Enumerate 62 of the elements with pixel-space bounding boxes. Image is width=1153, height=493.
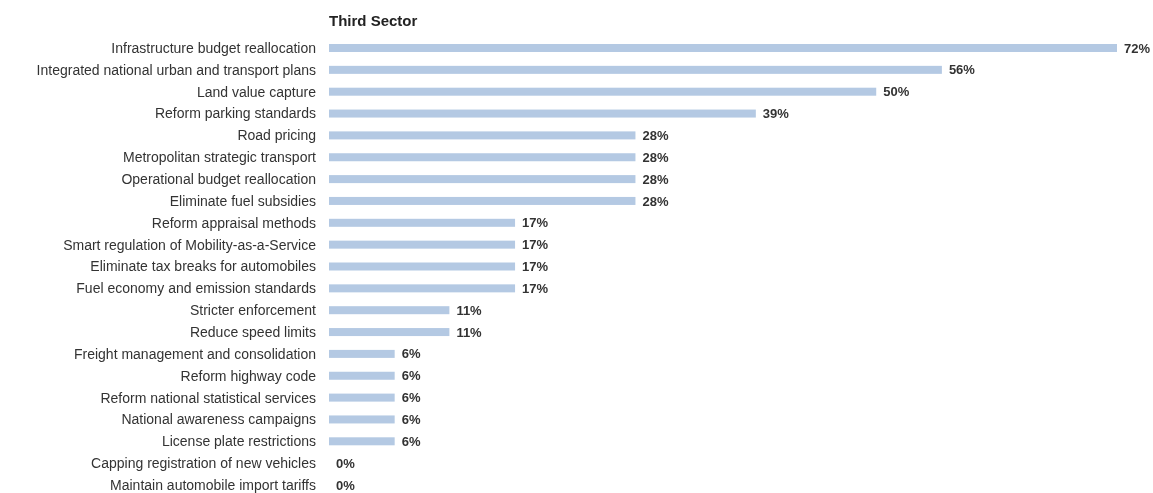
- data-label: 6%: [401, 346, 421, 362]
- data-label: 50%: [883, 84, 910, 100]
- bar: [329, 371, 395, 380]
- y-tick-label: National awareness campaigns: [121, 411, 316, 428]
- y-tick-label: Reform national statistical services: [100, 389, 316, 406]
- y-tick-label: Smart regulation of Mobility-as-a-Service: [63, 236, 317, 253]
- y-tick-label: Reform appraisal methods: [151, 214, 316, 231]
- bar: [329, 65, 942, 74]
- bar: [329, 196, 636, 205]
- bar: [329, 306, 450, 315]
- y-tick-label: Land value capture: [196, 83, 317, 100]
- y-tick-label: License plate restrictions: [161, 433, 316, 450]
- data-label: 6%: [401, 368, 421, 384]
- y-tick-label: Capping registration of new vehicles: [91, 455, 316, 472]
- data-label: 17%: [522, 237, 549, 253]
- bar: [329, 240, 516, 249]
- y-tick-label: Stricter enforcement: [189, 302, 317, 319]
- bar: [329, 218, 516, 227]
- bar: [329, 153, 636, 162]
- bar: [329, 415, 395, 424]
- data-label: 17%: [522, 259, 549, 275]
- bar: [329, 109, 756, 118]
- chart-title: Third Sector: [329, 12, 418, 29]
- bar: [329, 131, 636, 140]
- bar: [329, 87, 877, 96]
- y-tick-label: Integrated national urban and transport plans: [36, 61, 316, 78]
- y-tick-label: Eliminate fuel subsidies: [169, 192, 316, 209]
- data-label: 0%: [336, 477, 356, 493]
- y-tick-label: Eliminate tax breaks for automobiles: [90, 258, 316, 275]
- data-label: 17%: [522, 280, 549, 296]
- bar: [329, 262, 516, 271]
- data-label: 6%: [401, 433, 421, 449]
- data-label: 28%: [642, 193, 669, 209]
- bar: [329, 175, 636, 184]
- data-label: 11%: [456, 324, 483, 340]
- data-label: 28%: [642, 127, 669, 143]
- data-label: 39%: [762, 106, 790, 122]
- y-tick-label: Infrastructure budget reallocation: [111, 39, 316, 56]
- y-tick-label: Operational budget reallocation: [121, 171, 316, 187]
- y-tick-label: Freight management and consolidation: [73, 345, 316, 362]
- bar: [329, 393, 395, 402]
- y-tick-label: Reform highway code: [180, 367, 317, 384]
- bar: [329, 349, 395, 358]
- y-tick-label: Reform parking standards: [154, 105, 316, 122]
- data-label: 0%: [336, 455, 356, 471]
- data-label: 72%: [1124, 40, 1151, 56]
- y-tick-label: Fuel economy and emission standards: [76, 280, 316, 297]
- data-label: 28%: [642, 149, 669, 165]
- y-tick-label: Road pricing: [237, 127, 316, 144]
- y-tick-label: Maintain automobile import tariffs: [110, 476, 316, 493]
- bar: [329, 328, 450, 337]
- bar: [329, 284, 516, 293]
- data-label: 6%: [401, 390, 421, 406]
- bar: [329, 44, 1117, 52]
- data-label: 11%: [456, 302, 483, 318]
- data-label: 6%: [401, 412, 421, 427]
- data-label: 17%: [522, 215, 549, 231]
- bar: [329, 437, 395, 446]
- data-label: 56%: [948, 62, 976, 78]
- y-tick-label: Reduce speed limits: [189, 323, 316, 340]
- y-tick-label: Metropolitan strategic transport: [123, 149, 317, 166]
- data-label: 28%: [642, 171, 669, 187]
